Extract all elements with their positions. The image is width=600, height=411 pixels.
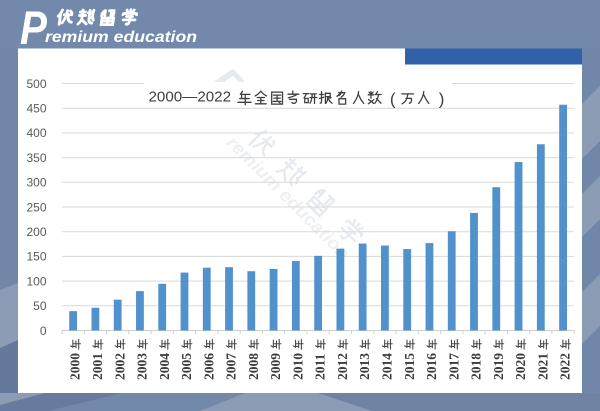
svg-text:remium education: remium education xyxy=(45,29,197,46)
svg-text:2014: 2014 xyxy=(380,353,395,380)
svg-text:250: 250 xyxy=(26,200,46,214)
svg-text:2022: 2022 xyxy=(558,353,573,380)
svg-text:0: 0 xyxy=(40,324,47,338)
svg-text:450: 450 xyxy=(26,102,46,116)
svg-text:2017: 2017 xyxy=(446,353,461,380)
svg-text:2007: 2007 xyxy=(224,353,239,380)
svg-text:2003: 2003 xyxy=(135,353,150,380)
svg-text:2005: 2005 xyxy=(179,353,194,380)
svg-text:300: 300 xyxy=(26,176,46,190)
svg-text:2013: 2013 xyxy=(357,353,372,380)
svg-text:350: 350 xyxy=(26,151,46,165)
svg-text:P: P xyxy=(20,2,48,55)
svg-text:2006: 2006 xyxy=(201,353,216,380)
svg-text:2010: 2010 xyxy=(290,353,305,380)
svg-text:2012: 2012 xyxy=(335,353,350,380)
svg-text:150: 150 xyxy=(26,250,46,264)
svg-text:2004: 2004 xyxy=(157,353,172,380)
svg-text:2008: 2008 xyxy=(246,353,261,380)
svg-text:2002: 2002 xyxy=(112,353,127,380)
svg-text:2001: 2001 xyxy=(90,353,105,380)
svg-text:2019: 2019 xyxy=(491,353,506,380)
svg-text:2021: 2021 xyxy=(535,353,550,380)
svg-text:400: 400 xyxy=(26,126,46,140)
svg-text:(: ( xyxy=(390,90,396,109)
svg-text:2020: 2020 xyxy=(513,353,528,380)
svg-text:2016: 2016 xyxy=(424,353,439,380)
svg-text:50: 50 xyxy=(33,299,47,313)
svg-text:): ) xyxy=(439,90,445,109)
svg-text:2011: 2011 xyxy=(313,353,328,380)
svg-text:2009: 2009 xyxy=(268,353,283,380)
svg-text:200: 200 xyxy=(26,225,46,239)
svg-text:100: 100 xyxy=(26,274,46,288)
svg-text:500: 500 xyxy=(26,77,46,91)
svg-text:2000: 2000 xyxy=(68,353,83,380)
svg-text:2015: 2015 xyxy=(402,353,417,380)
svg-text:2000—2022: 2000—2022 xyxy=(149,90,232,106)
svg-text:2018: 2018 xyxy=(469,353,484,380)
